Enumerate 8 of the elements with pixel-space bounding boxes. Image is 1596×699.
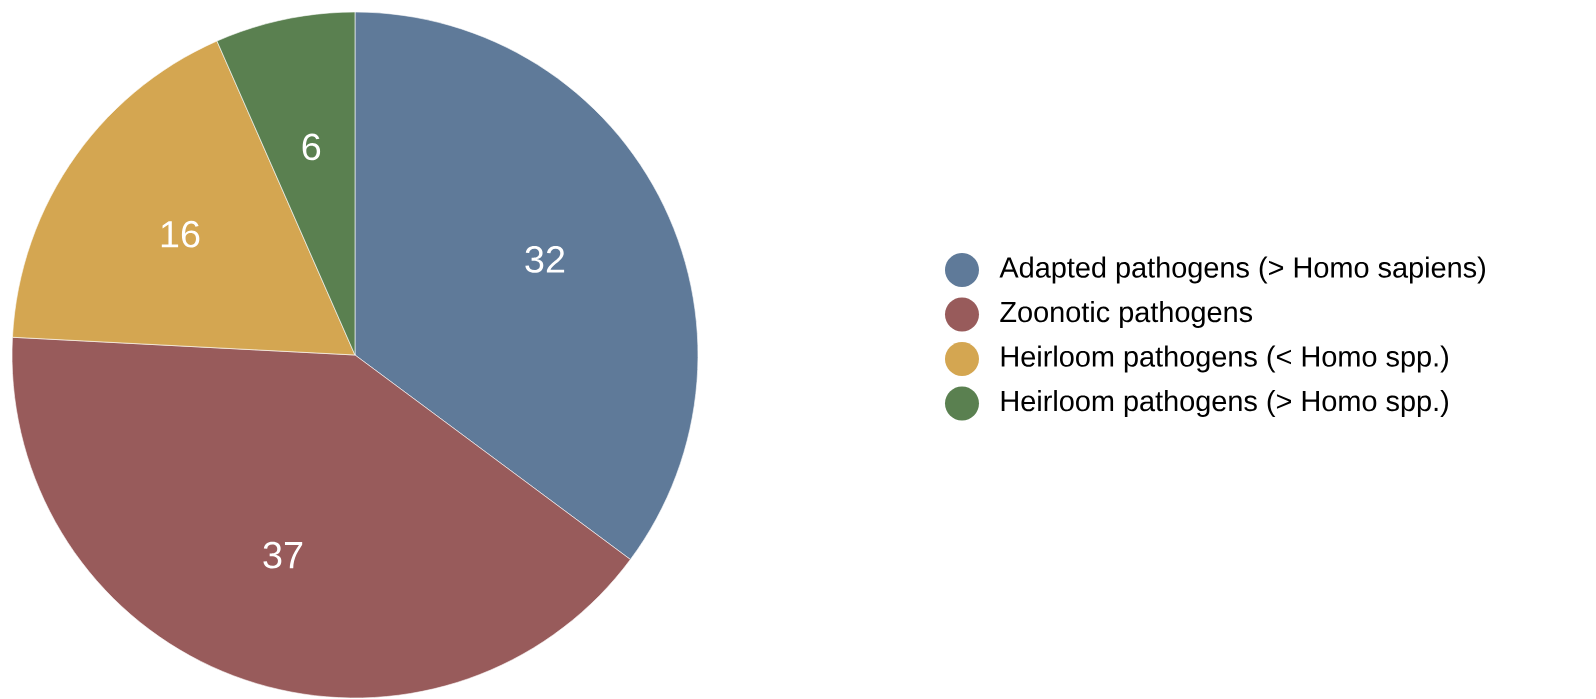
data-label: 6 <box>302 133 321 161</box>
legend-label: Adapted pathogens (> Homo sapiens) <box>999 256 1485 284</box>
data-label: 16 <box>161 220 200 248</box>
legend-label: Heirloom pathogens (< Homo spp.) <box>1001 345 1448 373</box>
legend-label: Zoonotic pathogens <box>1000 301 1253 328</box>
data-label: 37 <box>263 541 303 569</box>
legend-label: Heirloom pathogens (> Homo spp.) <box>1001 390 1448 417</box>
data-label: 32 <box>525 246 565 273</box>
